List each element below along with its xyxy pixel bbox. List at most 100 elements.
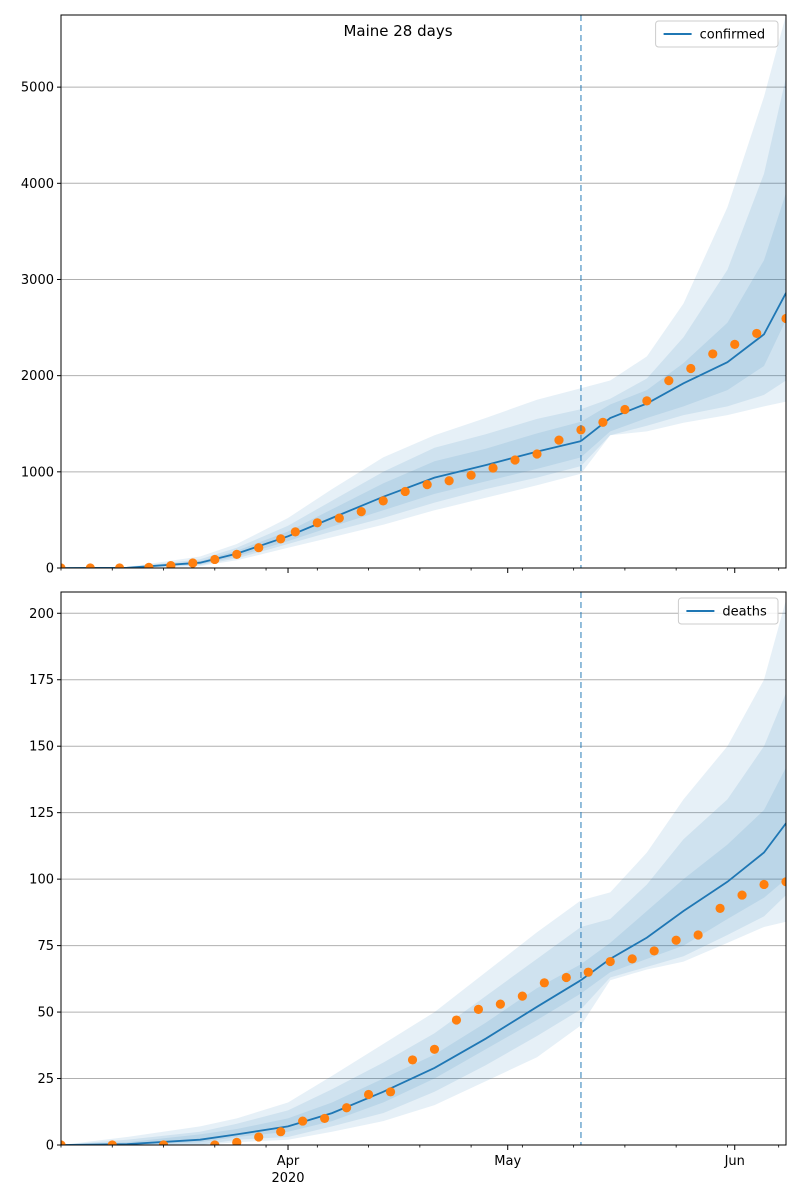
uncertainty-band-inner (61, 421, 581, 568)
observed-point (730, 339, 740, 349)
y-tick-label: 100 (29, 873, 54, 888)
uncertainty-band-middle (61, 927, 581, 1145)
observed-point (444, 476, 454, 486)
legend-label: confirmed (700, 28, 766, 43)
y-tick-label: 5000 (21, 81, 54, 96)
observed-point (378, 496, 388, 506)
observed-point (356, 507, 366, 517)
y-tick-label: 25 (37, 1072, 54, 1087)
uncertainty-band-outer (61, 388, 581, 568)
x-tick-label: Jun (724, 1154, 745, 1169)
uncertainty-band-outer (580, 600, 786, 1026)
observed-point (342, 1103, 352, 1113)
model-median-line (61, 440, 582, 568)
y-tick-label: 75 (37, 939, 54, 954)
observed-point (605, 956, 615, 967)
figure-title: Maine 28 days (343, 22, 452, 40)
observed-point (627, 954, 637, 964)
observed-point (539, 978, 549, 988)
observed-point (334, 513, 344, 523)
uncertainty-band-inner (580, 192, 786, 458)
observed-point (664, 376, 674, 386)
observed-point (473, 1004, 484, 1015)
y-tick-label: 200 (29, 607, 54, 622)
observed-point (276, 1127, 286, 1137)
observed-point (488, 463, 498, 473)
uncertainty-band-middle (580, 693, 786, 1010)
x-tick-label: Apr (277, 1154, 300, 1169)
model-median-line (580, 292, 786, 442)
observed-point (532, 449, 542, 459)
y-tick-label: 3000 (21, 273, 54, 288)
deaths-panel: 0 25 50 75 100 125 150 175 200 Apr 2020 May Jun death… (29, 591, 787, 1186)
y-tick-label: 175 (29, 673, 54, 688)
uncertainty-band-outer (61, 900, 581, 1145)
x-tick-label: May (494, 1154, 521, 1169)
observed-point (781, 877, 786, 887)
legend-label: deaths (722, 605, 767, 620)
observed-point (693, 930, 703, 940)
observed-point (290, 527, 300, 537)
observed-point (561, 972, 571, 983)
observed-point (554, 435, 564, 445)
observed-point (451, 1015, 462, 1025)
x-tick-sublabel: 2020 (271, 1171, 304, 1186)
observed-point (466, 470, 476, 480)
uncertainty-band-inner (580, 767, 786, 994)
observed-point (254, 543, 264, 553)
observed-point (363, 1089, 374, 1100)
y-tick-label: 125 (29, 806, 54, 821)
legend-box (677, 597, 779, 625)
observed-point (298, 1116, 308, 1126)
observed-point (583, 967, 593, 977)
axes-frame (60, 591, 787, 1146)
observed-point (385, 1087, 396, 1097)
observed-point (254, 1132, 264, 1142)
observed-point (708, 349, 718, 359)
observed-point (210, 554, 220, 565)
y-tick-label: 150 (29, 740, 54, 755)
axes-frame (60, 14, 787, 569)
observed-point (517, 991, 527, 1001)
observed-point (144, 562, 154, 568)
observed-point (781, 313, 786, 324)
observed-point (620, 404, 630, 415)
observed-point (598, 417, 608, 427)
y-tick-label: 0 (46, 562, 54, 577)
observed-point (320, 1113, 330, 1124)
observed-point (188, 558, 198, 568)
uncertainty-band-inner (61, 964, 581, 1145)
observed-point (407, 1055, 418, 1065)
observed-point (715, 903, 725, 913)
observed-point (510, 455, 520, 465)
observed-point (232, 1137, 242, 1145)
observed-point (400, 486, 410, 497)
observed-point (232, 549, 242, 559)
y-tick-label: 4000 (21, 177, 54, 192)
confirmed-panel: 0 1000 2000 3000 4000 5000 confirmed (21, 14, 787, 577)
observed-point (276, 534, 286, 544)
observed-point (422, 480, 432, 490)
observed-point (649, 946, 659, 956)
observed-point (737, 890, 747, 900)
observed-point (166, 560, 176, 568)
y-tick-label: 0 (46, 1139, 54, 1154)
observed-point (495, 999, 505, 1009)
y-tick-label: 2000 (21, 369, 54, 384)
y-tick-label: 1000 (21, 465, 54, 480)
uncertainty-band-middle (580, 77, 786, 467)
observed-point (61, 1140, 66, 1145)
observed-point (158, 1140, 169, 1145)
plot-area (61, 15, 786, 568)
observed-point (107, 1140, 117, 1145)
plot-area (61, 600, 786, 1145)
observed-point (759, 879, 769, 890)
y-tick-label: 50 (37, 1006, 54, 1021)
observed-point (114, 563, 125, 568)
model-median-line (61, 979, 582, 1145)
observed-point (686, 363, 696, 374)
observed-point (85, 563, 95, 568)
